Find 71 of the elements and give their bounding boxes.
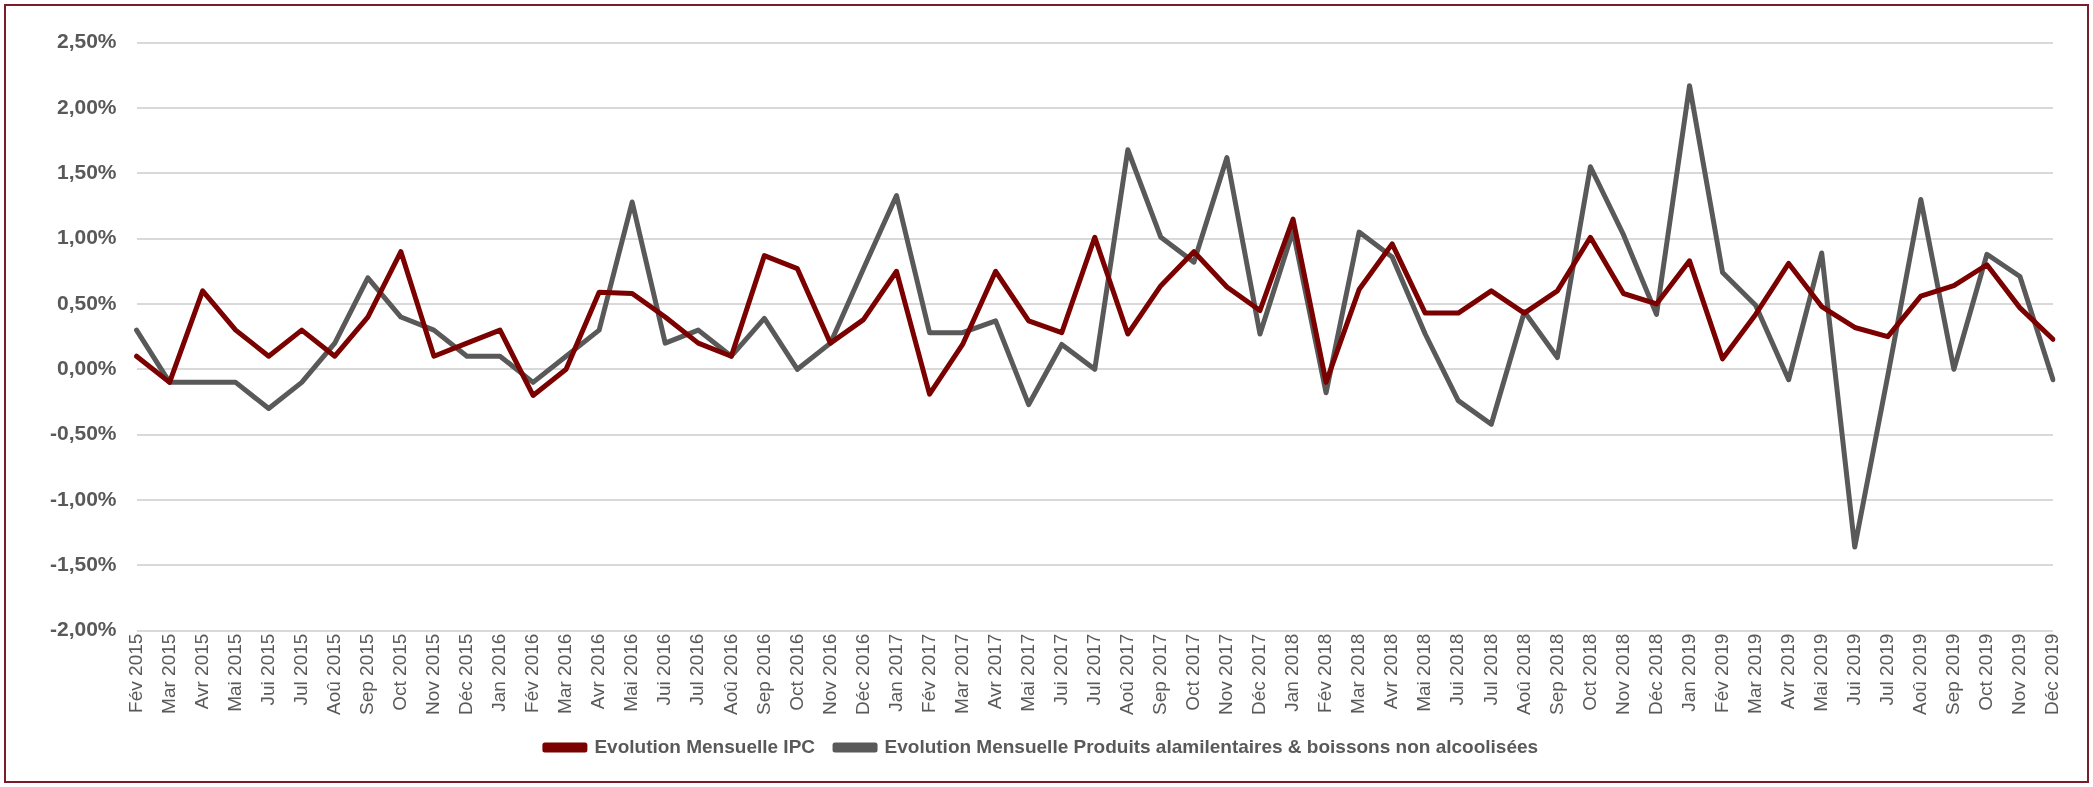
y-tick-label: -1,00% [49,486,117,510]
x-tick-label: Jan 2018 [1281,633,1303,712]
legend-label: Evolution Mensuelle Produits alamilentaires & boissons non alcoolisées [884,735,1539,757]
x-tick-label: Mar 2015 [157,633,179,714]
x-tick-label: Oct 2017 [1182,633,1204,711]
x-tick-label: Mar 2019 [1743,633,1765,714]
x-tick-label: Fév 2016 [521,633,543,713]
x-tick-label: Oct 2015 [389,633,411,711]
x-tick-label: Aoû 2015 [323,633,345,716]
x-tick-label: Fév 2018 [1314,633,1336,713]
x-tick-label: Jul 2017 [1083,633,1104,706]
x-tick-label: Jui 2019 [1842,633,1864,706]
x-tick-label: Mai 2017 [1016,633,1038,712]
x-tick-label: Nov 2019 [2008,633,2030,715]
x-tick-label: Fév 2017 [917,633,939,713]
y-tick-label: 0,00% [56,356,117,380]
y-tick-label: -0,50% [49,421,117,445]
legend-label: Evolution Mensuelle IPC [594,735,816,757]
y-tick-label: 2,50% [56,29,117,53]
x-tick-label: Mai 2015 [223,633,245,712]
x-tick-label: Mai 2018 [1413,633,1435,712]
x-tick-label: Aoû 2016 [719,633,741,716]
x-tick-label: Sep 2019 [1942,633,1964,716]
x-tick-label: Nov 2018 [1611,633,1633,715]
x-tick-label: Avr 2018 [1380,633,1402,710]
x-tick-label: Jan 2017 [884,633,906,712]
x-tick-label: Aoû 2017 [1116,633,1138,716]
x-tick-label: Nov 2016 [818,633,840,715]
y-tick-label: 1,00% [56,225,117,249]
x-tick-label: Oct 2019 [1975,633,1997,711]
x-tick-label: Avr 2016 [587,633,609,710]
y-tick-label: 1,50% [56,160,117,184]
x-tick-label: Mar 2018 [1347,633,1369,714]
x-tick-label: Avr 2017 [983,633,1005,710]
y-tick-label: -2,00% [49,617,117,641]
x-tick-label: Mai 2019 [1809,633,1831,712]
x-tick-label: Aoû 2019 [1909,633,1931,716]
y-tick-label: 2,00% [56,94,117,118]
x-tick-label: Déc 2019 [2041,633,2063,715]
y-tick-label: -1,50% [49,552,117,576]
x-tick-label: Sep 2015 [356,633,378,716]
y-tick-label: 0,50% [56,290,117,314]
x-tick-label: Mar 2017 [950,633,972,714]
x-tick-label: Oct 2016 [785,633,807,711]
x-tick-label: Déc 2015 [455,633,477,715]
x-tick-label: Fév 2019 [1710,633,1732,713]
x-tick-label: Aoû 2018 [1512,633,1534,716]
x-tick-label: Déc 2017 [1248,633,1270,715]
x-tick-label: Nov 2017 [1215,633,1237,715]
x-tick-label: Avr 2019 [1776,633,1798,710]
x-tick-label: Fév 2015 [124,633,146,713]
x-tick-label: Jui 2016 [653,633,675,706]
x-tick-label: Jul 2015 [289,633,311,706]
x-tick-label: Nov 2015 [422,633,444,715]
x-tick-label: Jul 2018 [1479,633,1501,706]
x-tick-label: Déc 2016 [851,633,873,715]
x-tick-label: Jul 2016 [686,633,708,706]
x-tick-label: Jui 2018 [1446,633,1468,706]
x-tick-label: Avr 2015 [190,633,212,710]
x-tick-label: Jul 2019 [1876,633,1898,706]
x-tick-label: Jui 2017 [1049,633,1071,706]
x-tick-label: Jui 2015 [256,633,278,706]
x-tick-label: Jan 2019 [1677,633,1699,712]
x-tick-label: Mai 2016 [620,633,642,712]
x-tick-label: Sep 2017 [1149,633,1171,716]
x-tick-label: Sep 2018 [1545,633,1567,716]
x-tick-label: Mar 2016 [554,633,576,714]
x-tick-label: Déc 2018 [1644,633,1666,715]
x-tick-label: Sep 2016 [752,633,774,716]
x-tick-label: Jan 2016 [488,633,510,712]
x-tick-label: Oct 2018 [1578,633,1600,711]
